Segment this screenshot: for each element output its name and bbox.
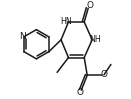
Text: O: O (100, 70, 108, 79)
Text: NH: NH (89, 35, 101, 44)
Text: N: N (20, 32, 26, 41)
Text: O: O (76, 88, 83, 97)
Text: HN: HN (60, 17, 72, 26)
Text: O: O (87, 1, 94, 10)
